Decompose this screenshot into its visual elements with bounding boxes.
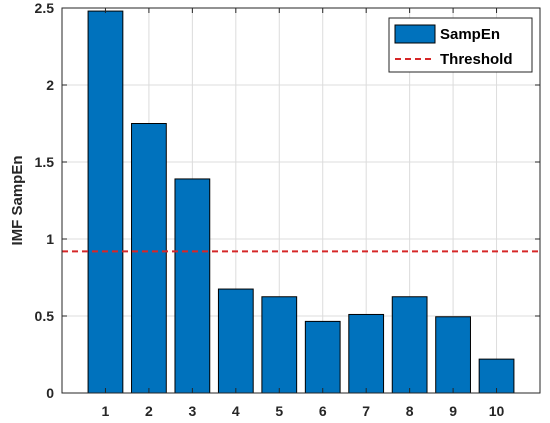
x-tick-label: 10 — [489, 403, 505, 419]
x-tick-label: 4 — [232, 403, 240, 419]
legend-swatch-sampen — [394, 24, 436, 44]
y-tick-label: 0 — [46, 385, 54, 401]
y-tick-label: 1 — [46, 231, 54, 247]
x-tick-label: 7 — [362, 403, 370, 419]
x-tick-labels: 1 2 3 4 5 6 7 8 9 10 — [102, 8, 505, 419]
x-tick-label: 8 — [406, 403, 414, 419]
y-tick-labels: 0 0.5 1 1.5 2 2.5 — [35, 0, 540, 401]
legend: SampEn Threshold — [388, 17, 533, 73]
x-tick-label: 9 — [449, 403, 457, 419]
plot-area-frame — [61, 7, 541, 394]
bar-7 — [348, 313, 385, 394]
bar-9 — [435, 316, 471, 394]
x-tick-label: 5 — [275, 403, 283, 419]
y-tick-label: 1.5 — [35, 154, 55, 170]
bars-group — [87, 10, 515, 394]
legend-label-threshold: Threshold — [440, 51, 513, 68]
y-tick-label: 0.5 — [35, 308, 55, 324]
legend-label-sampen: SampEn — [440, 26, 500, 43]
bar-8 — [391, 296, 428, 394]
x-tick-label: 3 — [188, 403, 196, 419]
y-tick-label: 2.5 — [35, 0, 55, 16]
x-tick-label: 2 — [145, 403, 153, 419]
y-tick-label: 2 — [46, 77, 54, 93]
bar-6 — [304, 320, 341, 394]
bar-1 — [87, 10, 124, 394]
bar-10 — [478, 358, 515, 394]
x-tick-label: 6 — [319, 403, 327, 419]
y-axis-label: IMF SampEn — [9, 155, 26, 245]
bar-2 — [131, 123, 167, 394]
bar-3 — [174, 178, 211, 394]
bar-4 — [217, 288, 254, 394]
bar-5 — [261, 296, 298, 394]
x-tick-label: 1 — [102, 403, 110, 419]
